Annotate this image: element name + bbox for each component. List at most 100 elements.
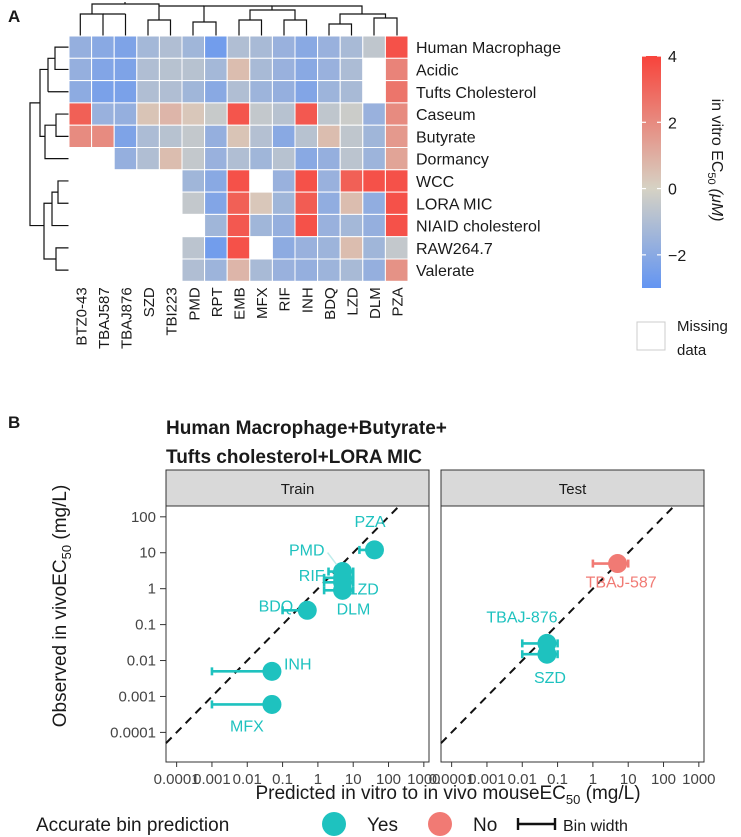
heatmap-cell <box>68 191 93 215</box>
heatmap-cell <box>271 35 296 59</box>
data-point-label: DLM <box>337 601 371 618</box>
heatmap-cell <box>204 57 228 82</box>
data-point-label: BDQ <box>259 598 294 615</box>
heatmap-cell <box>384 191 409 215</box>
y-tick-label: 1 <box>148 581 156 598</box>
heatmap-cell <box>158 169 183 193</box>
heatmap-cell <box>384 80 409 104</box>
heatmap-cell <box>113 236 138 260</box>
y-axis-title: Observed in vivoEC50 (mg/L) <box>50 485 74 728</box>
heatmap-cell <box>362 169 386 193</box>
column-dendrogram <box>79 2 398 36</box>
heatmap-cell <box>317 80 341 104</box>
heatmap-cell <box>204 147 228 171</box>
heatmap-cell <box>317 35 341 59</box>
heatmap-cell <box>271 124 296 148</box>
heatmap-cell <box>204 102 228 126</box>
heatmap-cell <box>136 191 160 215</box>
heatmap-cell <box>226 124 251 148</box>
heatmap-cell <box>271 213 296 238</box>
heatmap-cell <box>136 124 160 148</box>
heatmap-cell <box>158 147 183 171</box>
x-tick-label: 0.0001 <box>429 771 475 788</box>
heatmap-row-label: Valerate <box>416 263 475 280</box>
heatmap-cell <box>113 35 138 59</box>
heatmap-cell <box>226 35 251 59</box>
heatmap-cell <box>136 80 160 104</box>
heatmap-cell <box>384 147 409 171</box>
heatmap-cell <box>68 147 93 171</box>
heatmap-cell <box>181 35 206 59</box>
heatmap-cell <box>91 236 115 260</box>
heatmap-cell <box>294 213 319 238</box>
heatmap-cell <box>362 80 386 104</box>
heatmap-cell <box>226 258 251 282</box>
facet-label-test: Test <box>559 481 587 498</box>
heatmap-cell <box>362 102 386 126</box>
heatmap-cell <box>294 147 319 171</box>
heatmap-cell <box>181 147 206 171</box>
heatmap-col-label: PZA <box>390 287 407 316</box>
x-tick-label: 0.01 <box>233 771 262 788</box>
heatmap-cell <box>317 236 341 260</box>
heatmap-cell <box>158 236 183 260</box>
heatmap-cell <box>339 124 364 148</box>
legend-yes-swatch <box>322 812 346 836</box>
heatmap-cell <box>204 258 228 282</box>
heatmap-cell <box>317 191 341 215</box>
heatmap-col-label: INH <box>299 287 316 313</box>
heatmap-cell <box>362 236 386 260</box>
data-point <box>262 661 282 681</box>
heatmap-cell <box>339 80 364 104</box>
x-tick-label: 10 <box>620 771 637 788</box>
heatmap-row-labels: Human Macrophage Acidic Tufts Cholesterol C… <box>416 40 561 280</box>
legend-bin-width-label: Bin width <box>563 818 628 835</box>
y-tick-label: 0.001 <box>118 688 156 705</box>
colorbar-tick-label: −2 <box>668 248 686 265</box>
x-tick-label: 0.001 <box>193 771 231 788</box>
heatmap-col-label: BDQ <box>322 287 339 320</box>
x-tick-label: 1 <box>314 771 322 788</box>
heatmap-cell <box>204 35 228 59</box>
heatmap-cell <box>317 258 341 282</box>
legend-no-swatch <box>428 812 452 836</box>
x-tick-label: 10 <box>345 771 362 788</box>
facet-label-train: Train <box>281 481 315 498</box>
heatmap-cell <box>339 191 364 215</box>
heatmap-cell <box>294 102 319 126</box>
heatmap-cell <box>384 57 409 82</box>
heatmap-cell <box>271 57 296 82</box>
heatmap-cell <box>226 169 251 193</box>
data-point-label: LZD <box>349 581 379 598</box>
scatter-title-line2: Tufts cholesterol+LORA MIC <box>166 447 422 468</box>
x-tick-label: 0.0001 <box>154 771 200 788</box>
heatmap-cell <box>362 147 386 171</box>
heatmap-cell <box>91 35 115 59</box>
heatmap-cell <box>68 124 93 148</box>
facet-strip-train <box>165 469 430 507</box>
heatmap-cell <box>294 35 319 59</box>
heatmap-cell <box>68 169 93 193</box>
heatmap-cell <box>68 57 93 82</box>
heatmap-cell <box>158 35 183 59</box>
row-dendrogram <box>29 46 69 271</box>
heatmap-row-label: LORA MIC <box>416 196 492 213</box>
legend-no-label: No <box>473 815 497 836</box>
colorbar-tick-label: 2 <box>668 115 677 132</box>
heatmap-cell <box>158 191 183 215</box>
heatmap-cell <box>113 57 138 82</box>
heatmap-cell <box>158 258 183 282</box>
heatmap-row-label: WCC <box>416 174 454 191</box>
heatmap-cell <box>68 236 93 260</box>
heatmap-cell <box>113 102 138 126</box>
heatmap-cell <box>271 169 296 193</box>
heatmap-col-label: LZD <box>345 287 362 316</box>
heatmap-cell <box>136 102 160 126</box>
heatmap <box>68 35 409 282</box>
heatmap-cell <box>339 236 364 260</box>
heatmap-cell <box>113 213 138 238</box>
data-point-label: RIF <box>299 568 325 585</box>
heatmap-row-label: RAW264.7 <box>416 241 493 258</box>
